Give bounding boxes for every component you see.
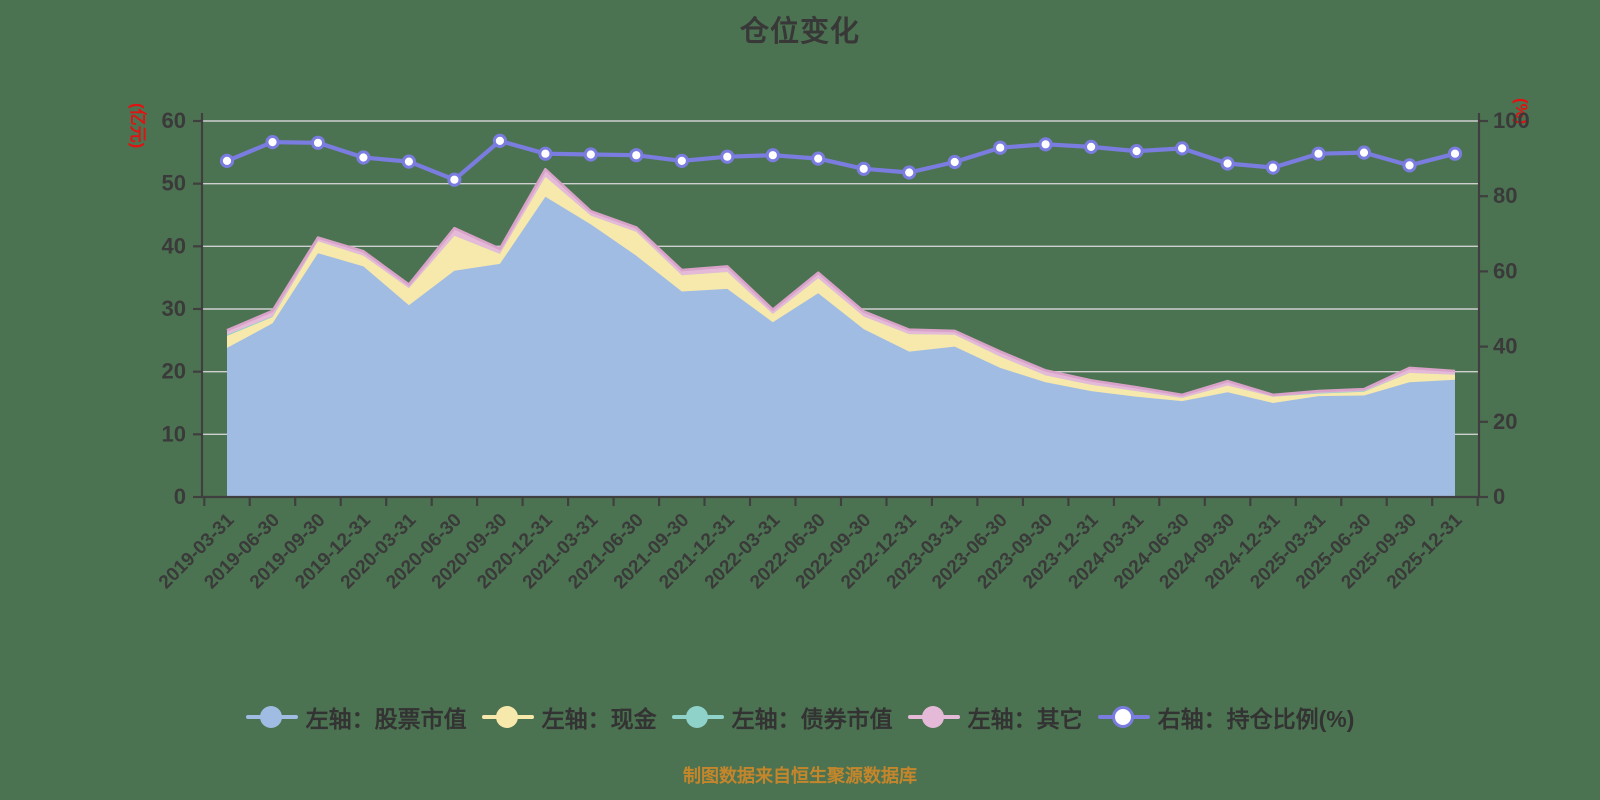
ratio-line-marker[interactable]: [583, 147, 598, 162]
ratio-line-marker[interactable]: [720, 149, 735, 164]
legend-item-1[interactable]: 左轴：现金: [481, 700, 657, 734]
area-series-legend-icon: [481, 705, 534, 729]
ratio-line-marker[interactable]: [538, 146, 553, 161]
right-axis-tick-label: 40: [1493, 334, 1517, 359]
right-axis-tick-label: 0: [1493, 484, 1505, 509]
left-axis-tick-label: 50: [162, 171, 186, 196]
other-area-edge: [226, 168, 1456, 397]
legend-item-3[interactable]: 左轴：其它: [907, 700, 1083, 734]
ratio-line-marker[interactable]: [356, 150, 371, 165]
left-axis-tick-label: 20: [162, 359, 186, 384]
ratio-line-marker[interactable]: [310, 135, 326, 150]
left-axis-tick-label: 10: [162, 421, 186, 446]
chart-legend: 左轴：股票市值 左轴：现金 左轴：债券市值 左轴：其它 右轴：持仓比例(%): [0, 700, 1600, 734]
ratio-line-marker[interactable]: [1402, 158, 1417, 173]
ratio-line-marker[interactable]: [1175, 141, 1190, 156]
ratio-line-marker[interactable]: [1447, 146, 1463, 161]
ratio-line-marker[interactable]: [1311, 146, 1326, 161]
ratio-line-marker[interactable]: [1265, 160, 1281, 175]
ratio-line-marker[interactable]: [902, 165, 917, 180]
data-source-caption: 制图数据来自恒生聚源数据库: [683, 766, 917, 786]
legend-item-2[interactable]: 左轴：债券市值: [671, 700, 893, 734]
area-series-legend-icon: [671, 705, 724, 729]
ratio-line-marker[interactable]: [947, 154, 962, 170]
ratio-line-marker[interactable]: [401, 154, 416, 169]
ratio-line-marker[interactable]: [856, 161, 871, 176]
legend-item-label: 左轴：其它: [967, 706, 1083, 732]
legend-item-label: 左轴：债券市值: [731, 706, 893, 732]
legend-item-0[interactable]: 左轴：股票市值: [245, 700, 467, 734]
ratio-line: [224, 138, 1458, 182]
right-axis-tick-label: 100: [1493, 108, 1530, 133]
ratio-line-marker[interactable]: [447, 172, 462, 187]
ratio-line-marker[interactable]: [265, 135, 280, 150]
area-series-legend-icon: [245, 705, 298, 729]
stock-area: [227, 196, 1455, 498]
left-axis-tick-label: 0: [174, 484, 186, 509]
left-axis-tick-label: 30: [162, 296, 186, 321]
right-axis-tick-label: 60: [1493, 258, 1517, 283]
ratio-line-marker[interactable]: [993, 140, 1008, 155]
ratio-line-marker[interactable]: [219, 153, 235, 168]
ratio-line-marker[interactable]: [1038, 137, 1053, 152]
ratio-line-marker[interactable]: [811, 151, 826, 166]
ratio-line-marker[interactable]: [1220, 156, 1235, 171]
legend-item-label: 左轴：现金: [541, 706, 657, 732]
legend-item-label: 左轴：股票市值: [305, 706, 467, 732]
ratio-line-marker[interactable]: [765, 148, 780, 163]
ratio-line-marker[interactable]: [492, 133, 507, 148]
legend-item-label: 右轴：持仓比例(%): [1157, 706, 1355, 732]
legend-item-4[interactable]: 右轴：持仓比例(%): [1097, 700, 1355, 734]
ratio-line-marker[interactable]: [1356, 145, 1372, 160]
right-axis-tick-label: 80: [1493, 183, 1517, 208]
ratio-line-marker[interactable]: [1129, 144, 1144, 159]
ratio-line-marker[interactable]: [1084, 139, 1099, 154]
area-series-legend-icon: [907, 705, 960, 729]
left-axis-tick-label: 40: [162, 233, 186, 258]
chart-title: 仓位变化: [739, 16, 860, 48]
right-axis-tick-label: 20: [1493, 409, 1517, 434]
ratio-line-marker[interactable]: [629, 148, 644, 163]
line-series-legend-icon: [1097, 705, 1150, 729]
left-axis-tick-label: 60: [162, 108, 186, 133]
ratio-line-marker[interactable]: [674, 153, 689, 168]
